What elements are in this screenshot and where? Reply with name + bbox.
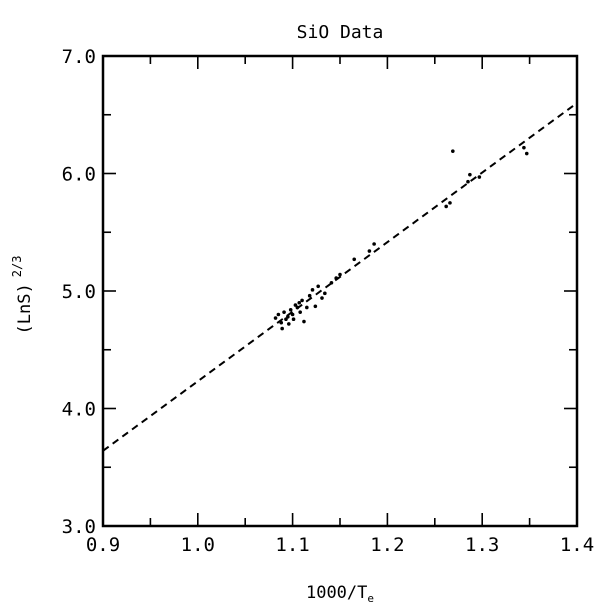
data-point	[290, 312, 295, 317]
data-point	[466, 179, 470, 184]
data-point	[276, 312, 281, 317]
y-axis-label-main: (LnS)	[15, 283, 35, 334]
fit-line	[102, 102, 578, 452]
chart-title: SiO Data	[297, 22, 384, 43]
data-point	[282, 310, 286, 314]
data-point	[338, 272, 342, 277]
data-point	[291, 317, 296, 322]
plot-frame	[101, 54, 579, 528]
data-point	[298, 310, 302, 314]
x-tick-label: 1.1	[275, 534, 309, 556]
y-tick-label: 5.0	[62, 281, 96, 303]
data-point	[352, 257, 357, 262]
data-point	[307, 293, 312, 298]
x-axis-label-subscript: e	[367, 592, 374, 604]
x-tick-label: 1.2	[370, 534, 404, 556]
data-point	[323, 291, 327, 296]
x-tick-label: 1.0	[181, 534, 215, 556]
data-point	[287, 322, 291, 326]
data-point	[524, 151, 529, 156]
x-tick-label: 1.3	[465, 534, 499, 556]
data-point	[316, 284, 320, 289]
y-axis-label-superscript: 2/3	[10, 256, 24, 278]
data-point	[273, 316, 278, 320]
y-tick-label: 6.0	[62, 164, 96, 186]
x-tick-label: 0.9	[86, 534, 120, 556]
data-point	[468, 172, 472, 177]
y-tick-label: 4.0	[62, 399, 96, 421]
data-point	[444, 204, 448, 209]
data-point	[522, 145, 526, 150]
data-point	[302, 319, 306, 324]
data-point	[297, 300, 302, 305]
data-point	[310, 288, 315, 292]
data-point	[313, 304, 318, 309]
data-point	[280, 326, 284, 331]
y-tick-label: 7.0	[62, 46, 96, 68]
data-point	[367, 249, 372, 253]
x-axis-label: 1000/Te	[306, 583, 374, 604]
data-point	[305, 305, 309, 310]
x-tick-label: 1.4	[560, 534, 594, 556]
y-tick-label: 3.0	[62, 516, 96, 538]
data-point	[477, 175, 482, 179]
plot-area: 0.9 1.0 1.1 1.2 1.3 1.4 3.0 4.0 5.0 6.0 7.0	[62, 46, 594, 556]
y-axis-label: (LnS) 2/3	[10, 256, 35, 335]
data-point	[451, 149, 455, 153]
data-point	[448, 201, 452, 205]
data-point	[320, 296, 324, 300]
data-point	[288, 308, 293, 312]
x-axis-label-main: 1000/T	[306, 583, 367, 603]
data-point	[372, 242, 376, 246]
data-point	[300, 298, 304, 303]
